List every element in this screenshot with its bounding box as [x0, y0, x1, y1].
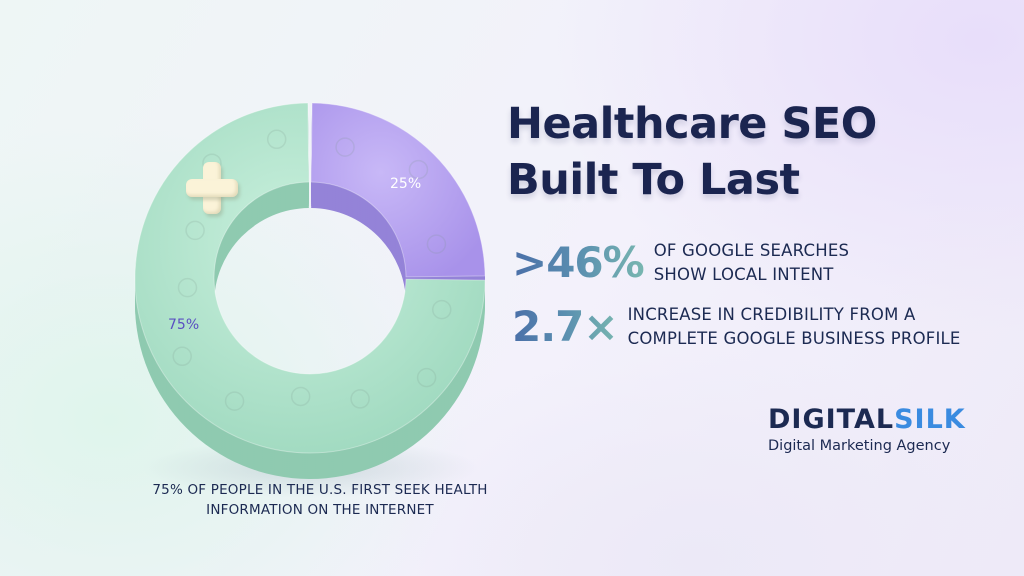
logo-word-silk: SILK: [894, 404, 966, 435]
logo-wordmark: DIGITALSILK: [768, 403, 966, 437]
donut-emboss-dot: [432, 299, 452, 320]
donut-chart: 25% 75%: [100, 88, 520, 508]
page-title: Healthcare SEO Built To Last: [507, 96, 927, 208]
donut-segment-25%: [310, 102, 486, 278]
donut-emboss-dot: [266, 129, 287, 150]
stat-desc-line-2: SHOW LOCAL INTENT: [653, 264, 834, 284]
stat-value: >46%: [512, 238, 645, 287]
donut-emboss-dot: [416, 367, 437, 388]
cross-horizontal-bar: [186, 179, 238, 197]
donut-emboss-dot: [426, 234, 447, 254]
donut-emboss-dot: [177, 277, 198, 298]
stat-local-intent: >46% OF GOOGLE SEARCHES SHOW LOCAL INTEN…: [512, 238, 849, 287]
logo-word-digital: DIGITAL: [768, 404, 895, 435]
stat-description: INCREASE IN CREDIBILITY FROM A COMPLETE …: [628, 303, 961, 351]
stat-desc-line-1: INCREASE IN CREDIBILITY FROM A: [627, 304, 916, 324]
donut-emboss-dot: [350, 389, 370, 409]
donut-emboss-dot: [335, 137, 355, 157]
plus-cross-icon: [182, 158, 242, 218]
donut-graphic: [134, 102, 486, 479]
stat-desc-line-2: COMPLETE GOOGLE BUSINESS PROFILE: [627, 328, 961, 348]
donut-caption: 75% OF PEOPLE IN THE U.S. FIRST SEEK HEA…: [120, 480, 520, 520]
title-line-1: Healthcare SEO: [507, 99, 877, 149]
stat-credibility: 2.7× INCREASE IN CREDIBILITY FROM A COMP…: [512, 302, 961, 351]
segment-label-75: 75%: [168, 317, 200, 333]
stat-description: OF GOOGLE SEARCHES SHOW LOCAL INTENT: [654, 239, 849, 287]
donut-emboss-dot: [185, 220, 205, 241]
title-line-2: Built To Last: [507, 155, 800, 205]
donut-emboss-dot: [172, 346, 192, 367]
donut-emboss-dot: [224, 391, 245, 411]
brand-logo: DIGITALSILK Digital Marketing Agency: [768, 403, 966, 454]
stat-desc-line-1: OF GOOGLE SEARCHES: [653, 240, 850, 260]
logo-tagline: Digital Marketing Agency: [768, 438, 951, 454]
donut-emboss-dot: [408, 159, 429, 180]
donut-emboss-dot: [290, 386, 311, 407]
stat-value: 2.7×: [512, 302, 619, 351]
segment-label-25: 25%: [390, 176, 422, 192]
caption-line-2: INFORMATION ON THE INTERNET: [206, 502, 434, 518]
caption-line-1: 75% OF PEOPLE IN THE U.S. FIRST SEEK HEA…: [152, 482, 488, 498]
